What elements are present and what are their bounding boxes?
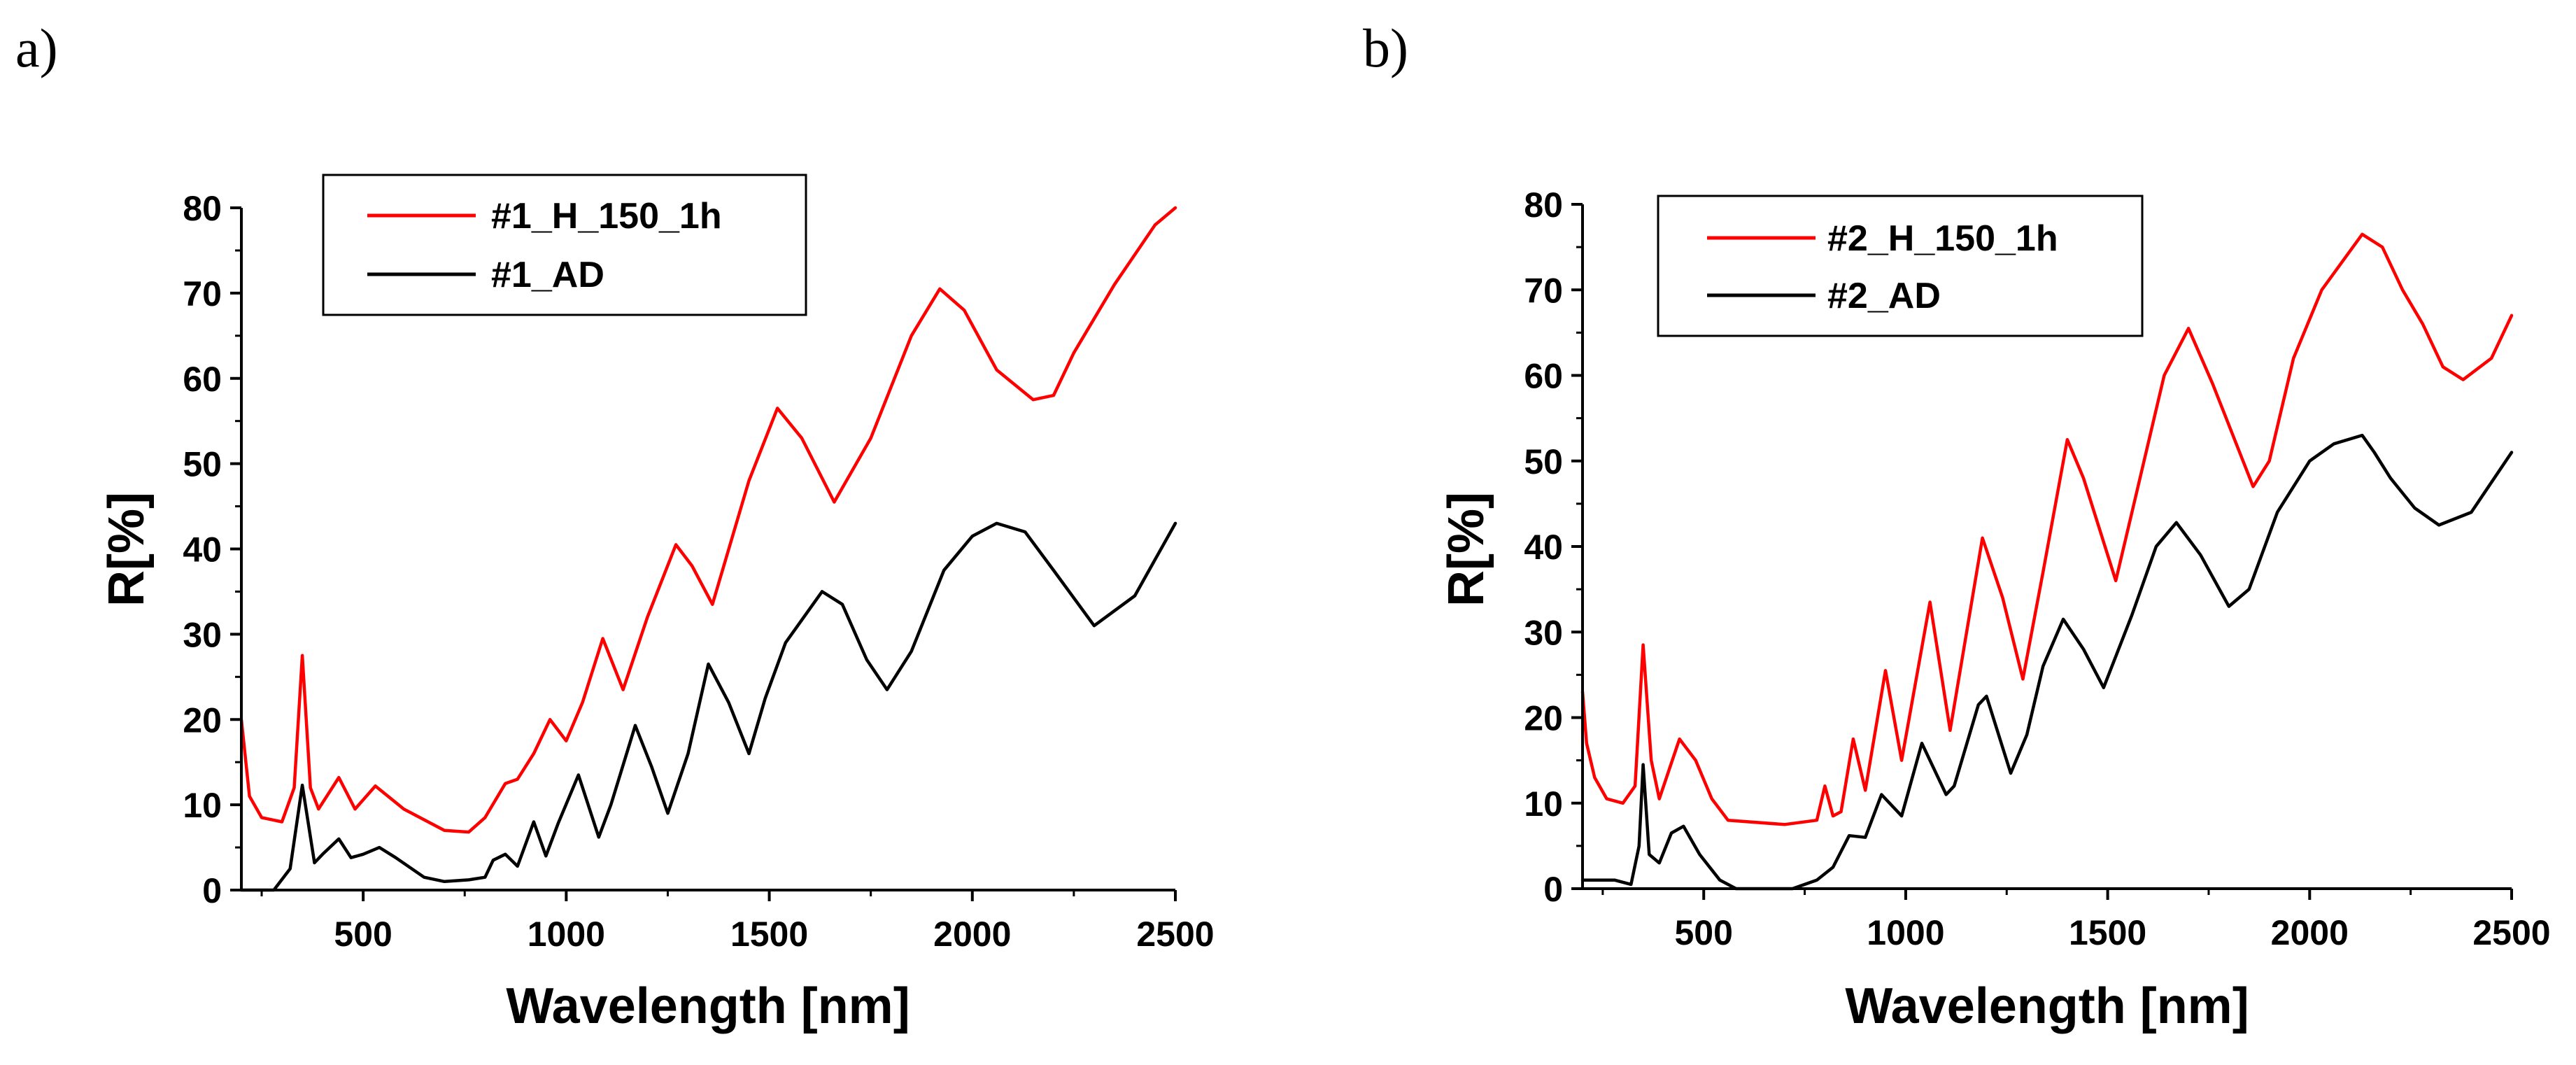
panel-b-series [1580, 232, 2514, 891]
panel-a-x-tick-label: 1500 [730, 915, 808, 954]
panel-b-y-axis-title: R[%] [1438, 492, 1494, 607]
panel-b-label: b) [1363, 17, 1408, 78]
panel-b-y-tick-label: 20 [1524, 699, 1563, 738]
panel-a-x-axis-title: Wavelength [nm] [506, 978, 910, 1034]
panel-b-legend-label-1: #2_AD [1827, 276, 1941, 316]
panel-a-y-tick-label: 60 [183, 360, 222, 399]
panel-b-x-axis-title: Wavelength [nm] [1845, 978, 2249, 1034]
panel-b-y-tick-label: 60 [1524, 357, 1563, 396]
panel-b-legend: #2_H_150_1h #2_AD [1657, 195, 2144, 337]
panel-a-y-tick-label: 50 [183, 445, 222, 484]
panel-b-y-tick-label: 50 [1524, 442, 1563, 481]
panel-b-y-tick-label: 10 [1524, 784, 1563, 824]
panel-a-y-tick-label: 70 [183, 274, 222, 313]
panel-a-y-tick-label: 30 [183, 615, 222, 654]
panel-b-y-tick-label: 70 [1524, 271, 1563, 310]
panel-a-y-tick-label: 20 [183, 700, 222, 740]
panel-a-y-tick-label: 40 [183, 530, 222, 570]
panel-a-x-tick-label: 500 [334, 915, 392, 954]
panel-a-series [239, 206, 1177, 892]
panel-a-legend: #1_H_150_1h #1_AD [322, 174, 807, 316]
panel-b-y-tick-label: 0 [1543, 870, 1563, 909]
panel-b-y-tick-label: 40 [1524, 528, 1563, 567]
panel-b-x-tick-label: 2500 [2472, 913, 2550, 952]
panel-a-y-tick-label: 10 [183, 786, 222, 825]
panel-a-x-tick-label: 2000 [933, 915, 1011, 954]
panel-b-y-tick-label: 30 [1524, 613, 1563, 652]
panel-a-series-heated-line [239, 206, 1177, 834]
panel-b-legend-box [1657, 195, 2144, 337]
panel-b-x-tick-label: 1500 [2069, 913, 2146, 952]
panel-a-y-tick-label: 0 [202, 871, 222, 910]
panel-a-ticks: 0 10 20 30 40 50 60 70 80 500 1000 1500 2000 2500 [183, 189, 1214, 954]
panel-a-label: a) [15, 17, 58, 78]
panel-b-legend-label-0: #2_H_150_1h [1827, 218, 2058, 259]
panel-a-legend-label-1: #1_AD [491, 255, 604, 295]
panel-a-y-tick-label: 80 [183, 189, 222, 228]
panel-b-x-tick-label: 1000 [1867, 913, 1944, 952]
panel-b-x-tick-label: 500 [1674, 913, 1732, 952]
panel-a-series-as-deposited-line [239, 521, 1177, 892]
panel-b-y-tick-label: 80 [1524, 185, 1563, 225]
panel-a-y-axis-title: R[%] [99, 492, 155, 607]
panel-b-series-heated-line [1580, 232, 2514, 826]
panel-a-legend-label-0: #1_H_150_1h [491, 196, 722, 237]
panel-b-x-tick-label: 2000 [2271, 913, 2349, 952]
panel-b-ticks: 0 10 20 30 40 50 60 70 80 500 1000 1500 2000 2500 [1524, 185, 2550, 952]
panel-a-x-tick-label: 1000 [528, 915, 605, 954]
panel-a-legend-box [322, 174, 807, 316]
panel-b-series-as-deposited-line [1580, 433, 2514, 891]
panel-a-x-tick-label: 2500 [1136, 915, 1214, 954]
